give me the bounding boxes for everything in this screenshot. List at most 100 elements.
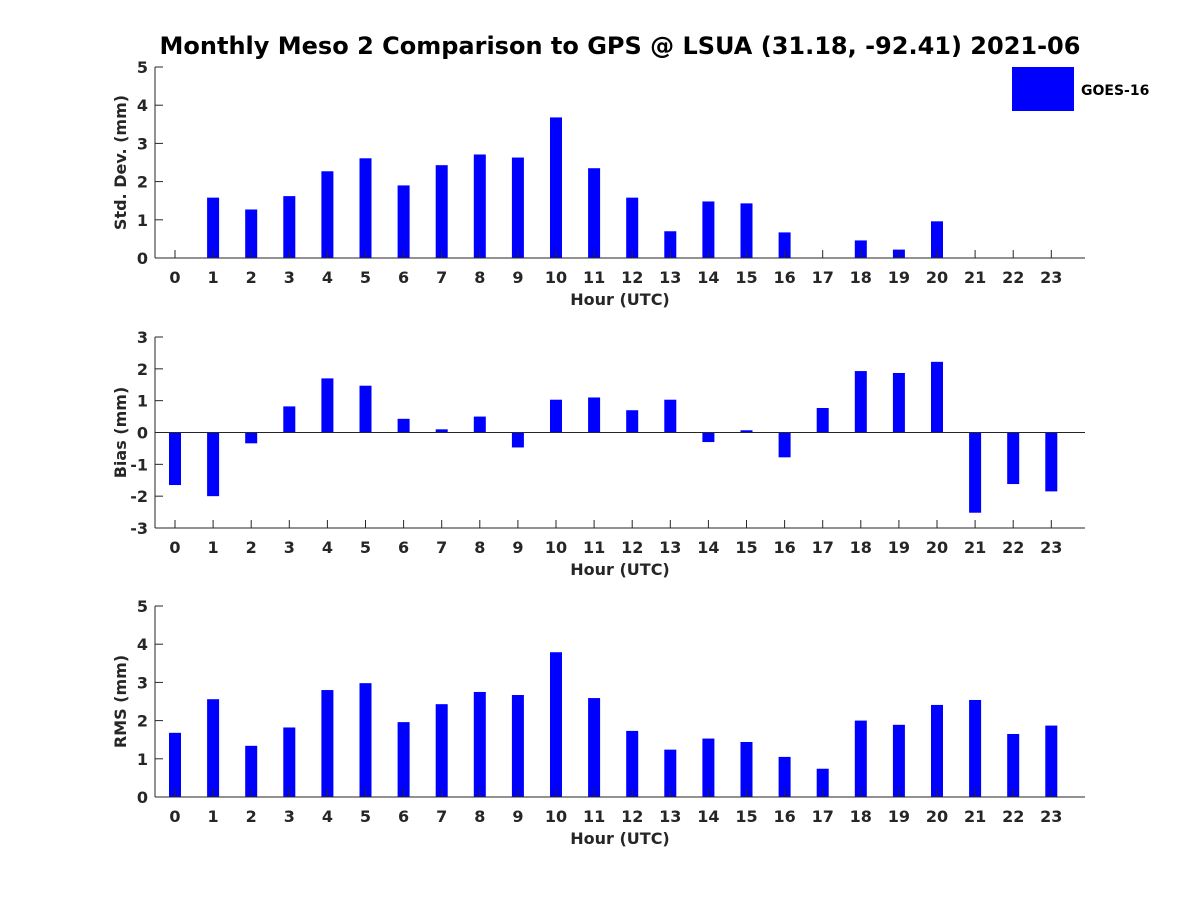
x-tick-label: 10 bbox=[545, 807, 567, 826]
bar bbox=[550, 399, 562, 433]
y-tick-label: 0 bbox=[137, 249, 148, 268]
bar bbox=[283, 727, 296, 797]
x-tick-label: 17 bbox=[812, 268, 834, 287]
y-tick-label: 3 bbox=[137, 134, 148, 153]
x-tick-label: 14 bbox=[697, 268, 719, 287]
x-tick-label: 7 bbox=[436, 268, 447, 287]
bar bbox=[854, 240, 867, 258]
y-tick-label: 0 bbox=[137, 788, 148, 807]
bar bbox=[435, 165, 448, 258]
x-tick-label: 15 bbox=[735, 268, 757, 287]
x-tick-label: 4 bbox=[322, 268, 333, 287]
bar bbox=[664, 231, 677, 258]
bar bbox=[1045, 725, 1058, 797]
y-axis-label: Bias (mm) bbox=[111, 387, 130, 479]
bar bbox=[778, 432, 791, 458]
x-tick-label: 5 bbox=[360, 268, 371, 287]
x-tick-label: 21 bbox=[964, 538, 986, 557]
y-tick-label: 2 bbox=[137, 173, 148, 192]
y-axis-label: Std. Dev. (mm) bbox=[111, 95, 130, 230]
bar bbox=[702, 201, 715, 258]
bar bbox=[1007, 432, 1020, 485]
x-tick-label: 7 bbox=[436, 538, 447, 557]
bar bbox=[169, 432, 181, 486]
x-tick-label: 8 bbox=[474, 268, 485, 287]
bar bbox=[283, 406, 296, 433]
y-tick-label: -2 bbox=[130, 487, 148, 506]
x-tick-label: 11 bbox=[583, 268, 605, 287]
x-tick-label: 4 bbox=[322, 538, 333, 557]
x-tick-label: 6 bbox=[398, 268, 409, 287]
bar bbox=[473, 416, 486, 433]
x-tick-label: 12 bbox=[621, 538, 643, 557]
bar bbox=[207, 432, 220, 497]
bar bbox=[169, 732, 181, 797]
bar bbox=[664, 399, 677, 433]
bar bbox=[931, 221, 943, 258]
x-tick-label: 2 bbox=[246, 268, 257, 287]
x-axis-label: Hour (UTC) bbox=[570, 829, 670, 848]
bar bbox=[892, 724, 905, 797]
x-tick-label: 9 bbox=[512, 268, 523, 287]
y-tick-label: 2 bbox=[137, 360, 148, 379]
x-tick-label: 23 bbox=[1040, 268, 1062, 287]
x-tick-label: 7 bbox=[436, 807, 447, 826]
x-tick-label: 1 bbox=[208, 538, 219, 557]
x-tick-label: 8 bbox=[474, 807, 485, 826]
y-tick-label: 1 bbox=[137, 392, 148, 411]
x-tick-label: 14 bbox=[697, 807, 719, 826]
bar bbox=[588, 698, 601, 797]
bar bbox=[931, 704, 943, 797]
bar bbox=[854, 371, 867, 433]
x-tick-label: 18 bbox=[850, 807, 872, 826]
chart-title: Monthly Meso 2 Comparison to GPS @ LSUA … bbox=[160, 32, 1081, 60]
x-tick-label: 22 bbox=[1002, 268, 1024, 287]
x-tick-label: 20 bbox=[926, 807, 948, 826]
bar bbox=[740, 430, 753, 433]
y-tick-label: 2 bbox=[137, 712, 148, 731]
bar bbox=[321, 378, 334, 433]
legend: GOES-16 bbox=[1012, 67, 1149, 111]
x-tick-label: 2 bbox=[246, 807, 257, 826]
y-tick-label: 3 bbox=[137, 328, 148, 347]
x-tick-label: 6 bbox=[398, 807, 409, 826]
x-axis-label: Hour (UTC) bbox=[570, 290, 670, 309]
bar bbox=[740, 741, 753, 797]
bar bbox=[588, 397, 601, 433]
bar bbox=[550, 117, 562, 258]
x-tick-label: 9 bbox=[512, 538, 523, 557]
x-tick-label: 5 bbox=[360, 538, 371, 557]
bar bbox=[969, 432, 982, 513]
x-tick-label: 9 bbox=[512, 807, 523, 826]
bar bbox=[321, 171, 334, 258]
x-tick-label: 10 bbox=[545, 268, 567, 287]
x-tick-label: 17 bbox=[812, 538, 834, 557]
legend-label: GOES-16 bbox=[1081, 83, 1149, 99]
x-tick-label: 20 bbox=[926, 538, 948, 557]
x-tick-label: 19 bbox=[888, 268, 910, 287]
x-tick-label: 10 bbox=[545, 538, 567, 557]
x-tick-label: 11 bbox=[583, 538, 605, 557]
x-tick-label: 23 bbox=[1040, 538, 1062, 557]
x-tick-label: 21 bbox=[964, 807, 986, 826]
bar bbox=[511, 157, 524, 258]
x-tick-label: 16 bbox=[773, 807, 795, 826]
bar bbox=[511, 695, 524, 797]
x-tick-label: 16 bbox=[773, 538, 795, 557]
x-tick-label: 22 bbox=[1002, 538, 1024, 557]
y-tick-label: 1 bbox=[137, 211, 148, 230]
bar bbox=[626, 730, 639, 797]
x-tick-label: 22 bbox=[1002, 807, 1024, 826]
y-tick-label: 5 bbox=[137, 597, 148, 616]
bar bbox=[245, 432, 258, 444]
y-tick-label: 5 bbox=[137, 58, 148, 77]
x-tick-label: 18 bbox=[850, 268, 872, 287]
bar bbox=[854, 720, 867, 797]
x-tick-label: 2 bbox=[246, 538, 257, 557]
x-tick-label: 19 bbox=[888, 538, 910, 557]
x-tick-label: 18 bbox=[850, 538, 872, 557]
x-tick-label: 15 bbox=[735, 807, 757, 826]
